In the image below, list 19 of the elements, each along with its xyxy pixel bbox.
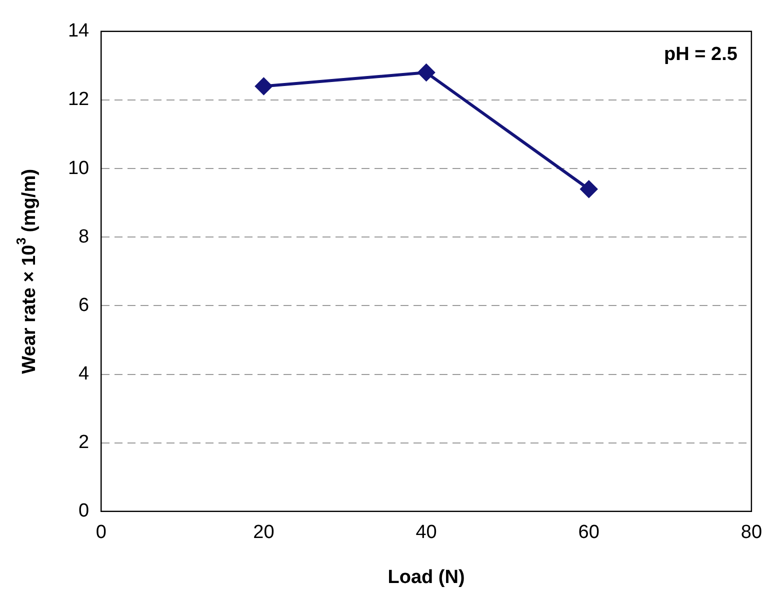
x-tick-label: 20 [253, 522, 274, 544]
x-tick-label: 60 [578, 522, 600, 544]
y-tick-label: 6 [78, 294, 90, 316]
x-tick-label: 40 [416, 522, 437, 544]
point [418, 64, 435, 82]
x-axis-title: Load (N) [388, 566, 465, 588]
y-tick-label: 8 [78, 226, 90, 248]
y-tick-label: 4 [78, 363, 90, 384]
x-tick-label: 0 [96, 522, 106, 544]
x-tick-label: 80 [740, 522, 762, 544]
point [255, 78, 272, 95]
annotation: pH = 2.5 [664, 44, 738, 66]
y-tick-label: 14 [68, 20, 90, 42]
y-tick-label: 10 [68, 158, 90, 179]
y-axis-title: Wear rate × 103 (mg/m) [14, 168, 40, 374]
point [580, 180, 598, 198]
y-tick-label: 2 [78, 432, 90, 454]
y-tick-label: 12 [68, 89, 90, 110]
y-tick-label: 0 [78, 500, 90, 522]
